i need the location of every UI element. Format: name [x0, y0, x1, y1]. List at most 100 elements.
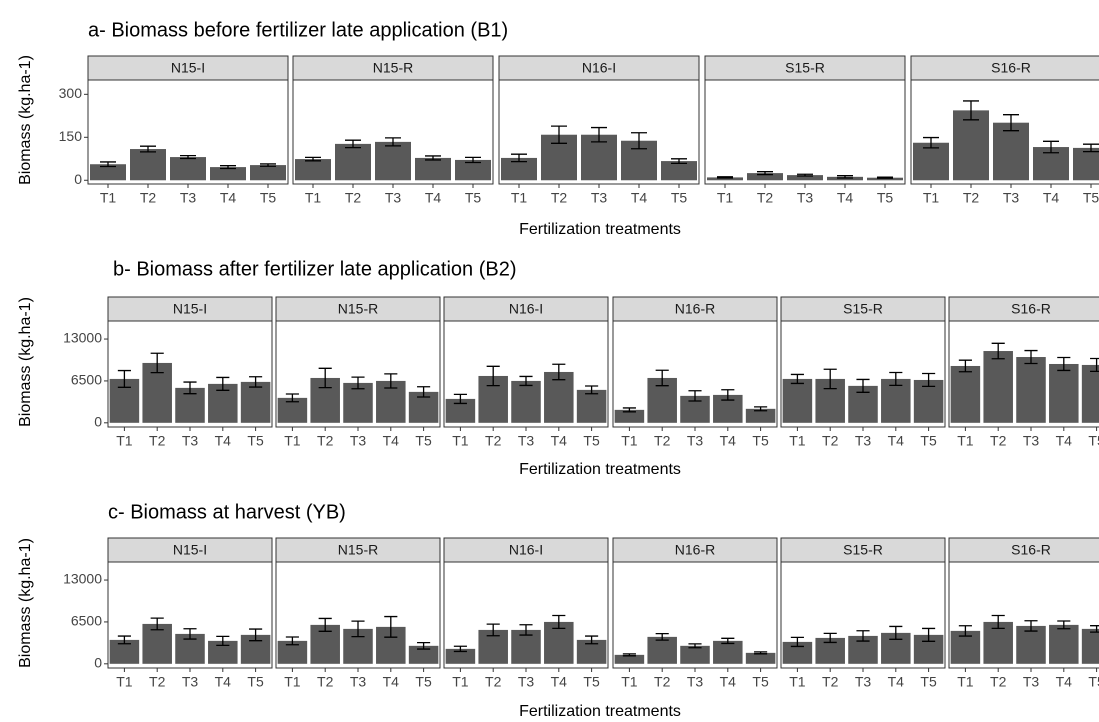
- x-tick-label: T1: [957, 674, 974, 690]
- bar: [335, 143, 371, 181]
- x-tick-label: T5: [583, 433, 600, 449]
- x-tick-label: T4: [215, 674, 232, 690]
- x-tick-label: T3: [687, 674, 704, 690]
- x-tick-label: T5: [583, 674, 600, 690]
- bar: [445, 648, 476, 664]
- strip: [612, 537, 778, 563]
- strip: [443, 537, 609, 563]
- error-bar: [622, 653, 636, 657]
- strip-label: S16-R: [1011, 301, 1051, 317]
- error-bar: [856, 630, 870, 642]
- error-bar: [318, 367, 332, 389]
- x-tick-label: T5: [920, 433, 937, 449]
- error-bar: [1057, 620, 1071, 630]
- error-bar: [1083, 143, 1099, 153]
- error-bar: [552, 614, 566, 630]
- bar: [745, 408, 776, 423]
- bar: [913, 142, 949, 181]
- panel: [704, 79, 906, 185]
- chart-title: c- Biomass at harvest (YB): [108, 501, 346, 523]
- strip: [780, 537, 946, 563]
- x-tick-label: T2: [149, 433, 166, 449]
- bar: [501, 157, 537, 181]
- x-tick-label: T4: [1043, 190, 1060, 206]
- bar: [867, 177, 903, 181]
- error-bar: [877, 176, 893, 179]
- bar: [455, 159, 491, 181]
- x-tick-label: T1: [284, 433, 301, 449]
- x-axis-title: Fertilization treatments: [519, 461, 681, 478]
- x-tick-label: T5: [260, 190, 277, 206]
- x-tick-label: T3: [1003, 190, 1020, 206]
- error-bar: [837, 175, 853, 179]
- x-tick-label: T4: [215, 433, 232, 449]
- error-bar: [385, 137, 401, 147]
- error-bar: [631, 132, 647, 150]
- bar: [544, 371, 574, 423]
- y-axis-title: Biomass (kg.ha-1): [17, 55, 34, 185]
- error-bar: [1043, 140, 1059, 154]
- bar: [208, 640, 238, 664]
- y-tick-label: 6500: [71, 613, 102, 629]
- bar: [210, 167, 246, 181]
- error-bar: [216, 635, 230, 647]
- strip: [107, 537, 273, 563]
- x-tick-label: T2: [345, 190, 362, 206]
- strip-label: S16-R: [991, 60, 1031, 76]
- bar: [1016, 625, 1046, 664]
- error-bar: [384, 615, 398, 638]
- error-bar: [655, 633, 669, 641]
- x-tick-label: T2: [990, 674, 1007, 690]
- strip: [704, 55, 906, 81]
- bar: [375, 141, 411, 181]
- error-bar: [889, 371, 903, 387]
- error-bar: [384, 373, 398, 389]
- error-bar: [351, 620, 365, 638]
- x-tick-label: T5: [671, 190, 688, 206]
- error-bar: [754, 651, 768, 655]
- strip-label: N15-R: [338, 542, 378, 558]
- error-bar: [991, 342, 1005, 360]
- error-bar: [856, 378, 870, 393]
- strip: [87, 55, 289, 81]
- x-tick-label: T4: [888, 433, 905, 449]
- error-bar: [688, 390, 702, 402]
- strip: [443, 296, 609, 322]
- x-tick-label: T5: [247, 674, 264, 690]
- x-tick-label: T3: [350, 433, 367, 449]
- error-bar: [551, 125, 567, 144]
- x-tick-label: T3: [182, 674, 199, 690]
- bar: [1073, 147, 1099, 181]
- x-tick-label: T3: [180, 190, 197, 206]
- y-tick-label: 0: [74, 171, 82, 187]
- bar: [983, 351, 1013, 423]
- x-tick-label: T3: [797, 190, 814, 206]
- bar: [250, 165, 286, 181]
- y-tick-label: 0: [94, 655, 102, 671]
- bar: [408, 645, 439, 664]
- strip-label: N16-R: [675, 542, 715, 558]
- strip: [107, 296, 273, 322]
- x-tick-label: T2: [654, 433, 671, 449]
- error-bar: [140, 145, 156, 153]
- x-tick-label: T2: [963, 190, 980, 206]
- x-tick-label: T4: [720, 674, 737, 690]
- error-bar: [797, 173, 813, 177]
- x-tick-label: T1: [957, 433, 974, 449]
- error-bar: [117, 635, 131, 645]
- bar: [707, 177, 743, 181]
- bar: [240, 381, 271, 423]
- bar: [747, 173, 783, 181]
- x-tick-label: T5: [465, 190, 482, 206]
- error-bar: [486, 365, 500, 387]
- error-bar: [655, 369, 669, 387]
- bar: [782, 378, 813, 423]
- x-tick-label: T4: [383, 433, 400, 449]
- x-tick-label: T4: [837, 190, 854, 206]
- error-bar: [757, 171, 773, 176]
- bar: [576, 389, 607, 423]
- error-bar: [721, 389, 735, 401]
- error-bar: [1003, 114, 1019, 132]
- y-tick-label: 13000: [63, 330, 102, 346]
